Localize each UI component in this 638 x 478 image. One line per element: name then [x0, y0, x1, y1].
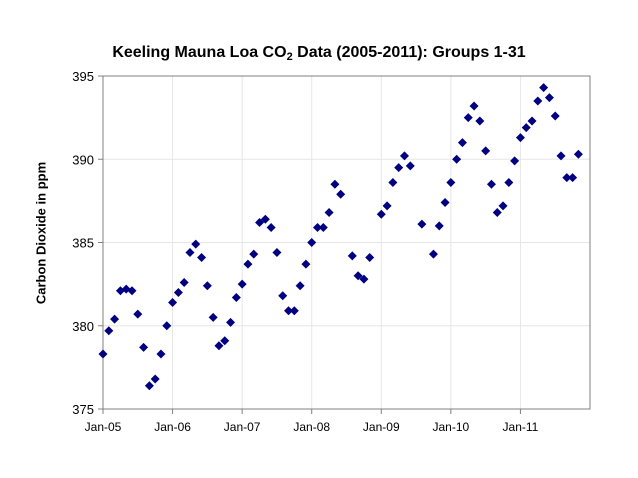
data-point: [498, 201, 508, 211]
data-point: [330, 179, 340, 189]
chart-title-subscript: 2: [286, 51, 293, 63]
data-point: [318, 223, 328, 233]
data-point: [417, 219, 427, 229]
data-point: [104, 326, 114, 336]
data-point: [278, 291, 288, 301]
data-point: [440, 198, 450, 208]
data-point: [260, 214, 270, 224]
data-point: [347, 251, 357, 261]
data-points: [98, 83, 583, 391]
data-point: [486, 179, 496, 189]
data-point: [231, 292, 241, 302]
data-point: [504, 178, 514, 188]
x-tick-label: Jan-10: [433, 420, 470, 434]
data-point: [243, 259, 253, 269]
data-point: [365, 252, 375, 262]
data-point: [324, 208, 334, 218]
y-tick-label: 375: [72, 402, 94, 417]
y-tick-labels: 375 380 385 390 395: [72, 69, 94, 417]
data-point: [544, 93, 554, 103]
x-tick-label: Jan-09: [363, 420, 400, 434]
x-tick-label: Jan-06: [154, 420, 191, 434]
data-point: [289, 306, 299, 316]
data-point: [562, 173, 572, 183]
data-point: [191, 239, 201, 249]
data-point: [208, 312, 218, 322]
data-point: [127, 286, 137, 296]
data-point: [399, 151, 409, 161]
data-point: [284, 306, 294, 316]
data-point: [550, 111, 560, 121]
y-tick-label: 390: [72, 152, 94, 167]
x-tick-label: Jan-08: [293, 420, 330, 434]
data-point: [434, 221, 444, 231]
data-point: [168, 297, 178, 307]
data-point: [533, 96, 543, 106]
data-point: [185, 247, 195, 257]
data-point: [394, 163, 404, 173]
data-point: [568, 173, 578, 183]
x-tick-label: Jan-07: [224, 420, 261, 434]
y-tick-label: 385: [72, 236, 94, 251]
data-point: [388, 178, 398, 188]
chart-title-prefix: Keeling Mauna Loa CO: [112, 44, 287, 61]
data-point: [179, 277, 189, 287]
data-point: [469, 101, 479, 111]
data-point: [481, 146, 491, 156]
x-tick-labels: Jan-05 Jan-06 Jan-07 Jan-08 Jan-09 Jan-10 Jan-…: [85, 420, 539, 434]
data-point: [272, 247, 282, 257]
data-point: [226, 317, 236, 327]
data-point: [527, 116, 537, 126]
x-tick-label: Jan-11: [503, 420, 539, 434]
data-point: [452, 154, 462, 164]
gridlines: [103, 76, 590, 409]
data-point: [446, 178, 456, 188]
data-point: [301, 259, 311, 269]
data-point: [133, 309, 143, 319]
data-point: [556, 151, 566, 161]
data-point: [521, 123, 531, 133]
data-point: [510, 156, 520, 166]
axes: [98, 75, 521, 414]
data-point: [295, 281, 305, 291]
data-point: [515, 133, 525, 143]
data-point: [197, 252, 207, 262]
data-point: [237, 279, 247, 289]
data-point: [156, 349, 166, 359]
data-point: [492, 208, 502, 218]
y-tick-label: 380: [72, 319, 94, 334]
data-point: [376, 209, 386, 219]
data-point: [336, 189, 346, 199]
x-tick-label: Jan-05: [85, 420, 122, 434]
data-point: [98, 349, 108, 359]
chart-title-suffix: Data (2005-2011): Groups 1-31: [292, 44, 526, 61]
data-point: [266, 223, 276, 233]
data-point: [202, 281, 212, 291]
data-point: [405, 161, 415, 171]
data-point: [220, 336, 230, 346]
data-point: [428, 249, 438, 259]
data-point: [214, 341, 224, 351]
data-point: [173, 287, 183, 297]
data-point: [475, 116, 485, 126]
data-point: [139, 342, 149, 352]
data-point: [255, 218, 265, 228]
data-point: [539, 83, 549, 93]
data-point: [150, 374, 160, 384]
data-point: [353, 271, 363, 281]
data-point: [457, 138, 467, 148]
data-point: [382, 201, 392, 211]
data-point: [463, 113, 473, 123]
data-point: [144, 381, 154, 391]
data-point: [110, 314, 120, 324]
y-tick-label: 395: [72, 69, 94, 84]
data-point: [307, 238, 317, 247]
data-point: [313, 223, 323, 233]
data-point: [162, 321, 172, 331]
data-point: [573, 149, 583, 159]
data-point: [249, 249, 259, 259]
data-point: [359, 274, 369, 284]
chart-title: Keeling Mauna Loa CO2 Data (2005-2011): …: [0, 44, 638, 63]
